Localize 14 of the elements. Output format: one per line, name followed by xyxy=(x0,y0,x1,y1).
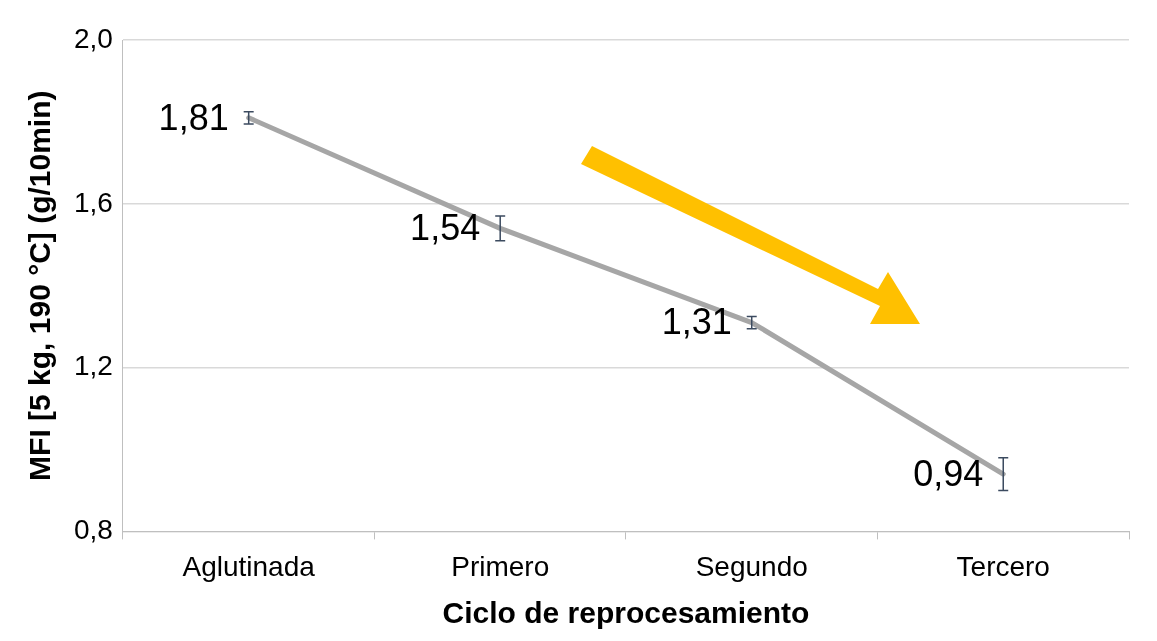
data-label: 1,31 xyxy=(661,301,732,343)
y-axis-title: MFI [5 kg, 190 °C] (g/10min) xyxy=(23,90,57,481)
y-tick-label: 1,2 xyxy=(73,350,113,382)
y-tick-label: 0,8 xyxy=(73,514,113,546)
data-label: 0,94 xyxy=(913,452,984,494)
x-tick-label: Tercero xyxy=(956,550,1050,582)
y-tick-label: 1,6 xyxy=(73,186,113,218)
data-label: 1,81 xyxy=(158,96,229,138)
y-tick-label: 2,0 xyxy=(73,22,113,54)
data-label: 1,54 xyxy=(410,207,481,249)
x-axis-title: Ciclo de reprocesamiento xyxy=(442,596,810,630)
x-tick-label: Primero xyxy=(451,550,550,582)
x-tick-label: Segundo xyxy=(695,550,808,582)
x-tick-label: Aglutinada xyxy=(182,550,316,582)
